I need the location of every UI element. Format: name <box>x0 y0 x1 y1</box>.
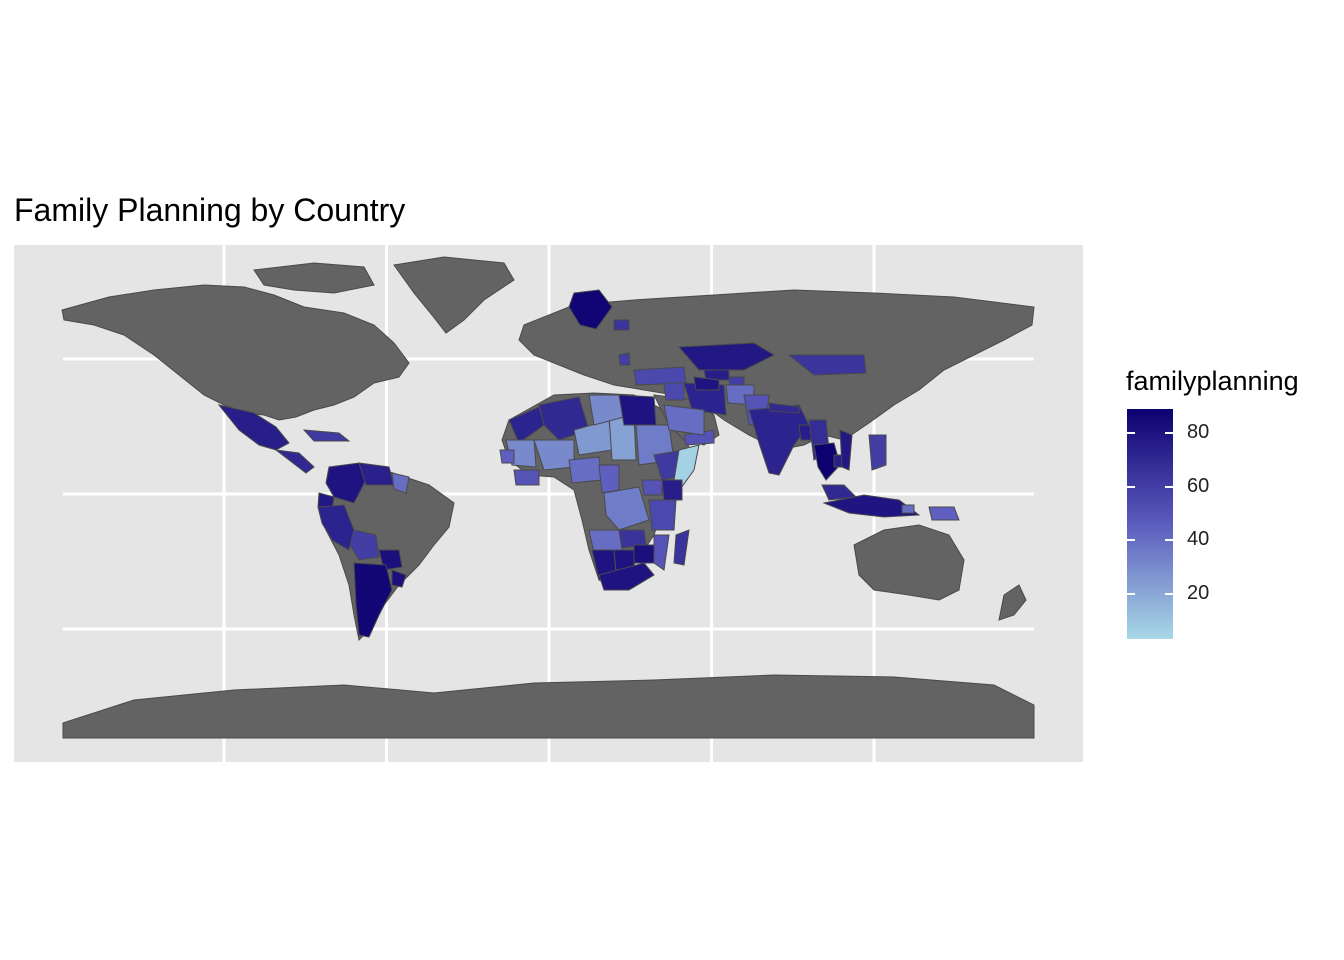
region-argentina <box>353 562 393 638</box>
legend-tick-mark <box>1127 432 1135 435</box>
region-timor-leste <box>901 504 915 514</box>
region-kenya <box>661 479 683 501</box>
region-mozambique <box>653 534 670 571</box>
legend-tick-mark <box>1165 485 1173 488</box>
regions-with-data <box>217 289 960 638</box>
legend-tick-mark <box>1127 539 1135 542</box>
region-indonesia <box>822 494 921 518</box>
region-caribbean <box>302 429 351 442</box>
region-mexico <box>217 404 290 451</box>
legend-tick-label: 80 <box>1187 421 1210 444</box>
region-saudi-arabia <box>663 404 705 436</box>
region-papua-new-guinea <box>928 506 960 521</box>
region-mongolia <box>787 354 867 376</box>
map-panel <box>14 245 1083 762</box>
region-turkey <box>633 366 687 386</box>
legend-tick-label: 40 <box>1187 528 1210 551</box>
region-guinea <box>513 469 540 486</box>
region-zimbabwe <box>633 544 655 564</box>
region-india <box>748 404 810 476</box>
region-eurasia <box>518 289 1035 451</box>
region-thailand <box>813 442 841 481</box>
region-cameroon <box>598 464 620 494</box>
region-south-africa <box>598 562 655 591</box>
region-bolivia <box>349 529 380 561</box>
region-philippines <box>868 434 887 471</box>
region-madagascar <box>673 529 690 566</box>
legend-tick-label: 60 <box>1187 474 1210 497</box>
region-australia <box>853 524 965 601</box>
region-latvia <box>613 319 630 331</box>
region-central-america <box>274 449 315 474</box>
region-egypt <box>618 394 657 426</box>
region-north-america <box>61 284 410 421</box>
region-kazakhstan <box>677 342 776 371</box>
legend-tick-mark <box>1165 432 1173 435</box>
legend-title: familyplanning <box>1126 366 1299 396</box>
region-antarctica <box>62 674 1035 739</box>
region-iraq <box>663 382 685 401</box>
region-new-zealand <box>998 584 1027 621</box>
region-canada-islands <box>253 262 375 294</box>
region-uruguay <box>391 569 407 588</box>
legend-tick-mark <box>1165 592 1173 595</box>
region-sweden <box>568 289 613 330</box>
region-nigeria <box>568 456 603 484</box>
region-vietnam <box>839 429 853 471</box>
region-nepal <box>768 402 800 414</box>
legend-tick-mark <box>1127 592 1135 595</box>
region-turkmenistan <box>693 376 720 391</box>
region-greenland <box>393 256 515 334</box>
world-map <box>61 245 1035 762</box>
region-uganda <box>641 479 663 496</box>
legend-tick-mark <box>1127 485 1135 488</box>
region-dr-congo <box>603 486 650 531</box>
region-senegal <box>499 449 515 464</box>
legend-tick-mark <box>1165 539 1173 542</box>
legend-tick-label: 20 <box>1187 581 1210 604</box>
region-moldova <box>618 352 631 366</box>
region-tanzania <box>648 499 677 531</box>
region-peru <box>317 504 355 551</box>
legend-colorbar <box>1127 409 1173 639</box>
chart-title: Family Planning by Country <box>14 192 406 228</box>
region-guyana <box>391 472 410 494</box>
